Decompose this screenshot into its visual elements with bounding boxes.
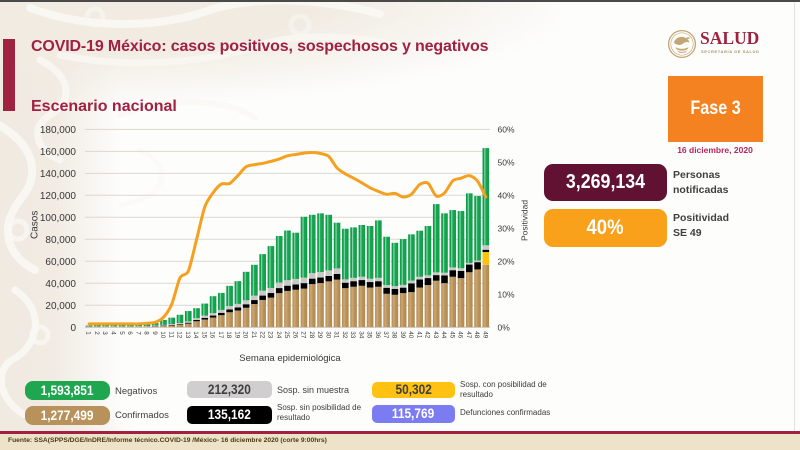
svg-text:1: 1 xyxy=(85,331,92,335)
svg-text:25: 25 xyxy=(283,331,290,339)
svg-text:20: 20 xyxy=(242,331,249,339)
svg-text:16: 16 xyxy=(209,331,216,339)
svg-text:44: 44 xyxy=(440,331,447,339)
svg-text:43: 43 xyxy=(432,331,439,339)
svg-text:30: 30 xyxy=(324,331,331,339)
svg-text:23: 23 xyxy=(267,331,274,339)
svg-text:48: 48 xyxy=(473,331,480,339)
svg-text:49: 49 xyxy=(481,331,488,339)
svg-text:0%: 0% xyxy=(498,322,511,332)
svg-text:100,000: 100,000 xyxy=(40,213,77,224)
svg-text:12: 12 xyxy=(176,331,183,339)
svg-text:5: 5 xyxy=(118,331,125,335)
svg-text:Semana epidemiológica: Semana epidemiológica xyxy=(239,353,341,364)
svg-text:41: 41 xyxy=(415,331,422,339)
svg-text:17: 17 xyxy=(217,331,224,339)
svg-text:47: 47 xyxy=(465,331,472,339)
svg-text:2: 2 xyxy=(93,331,100,335)
svg-text:42: 42 xyxy=(424,331,431,339)
svg-text:13: 13 xyxy=(184,331,191,339)
svg-text:3: 3 xyxy=(101,331,108,335)
svg-text:140,000: 140,000 xyxy=(40,169,77,180)
svg-text:31: 31 xyxy=(333,331,340,339)
svg-text:50%: 50% xyxy=(498,158,515,168)
svg-text:8: 8 xyxy=(143,331,150,335)
svg-text:10%: 10% xyxy=(498,289,515,299)
svg-text:120,000: 120,000 xyxy=(40,191,77,202)
svg-text:24: 24 xyxy=(275,331,282,339)
svg-text:Casos: Casos xyxy=(30,211,41,239)
svg-text:20,000: 20,000 xyxy=(45,301,76,312)
svg-text:45: 45 xyxy=(448,331,455,339)
svg-text:33: 33 xyxy=(349,331,356,339)
svg-text:11: 11 xyxy=(167,331,174,338)
svg-text:22: 22 xyxy=(258,331,265,339)
svg-text:32: 32 xyxy=(341,331,348,339)
svg-text:30%: 30% xyxy=(498,223,515,233)
svg-text:26: 26 xyxy=(291,331,298,339)
svg-text:40%: 40% xyxy=(498,190,515,200)
svg-text:40: 40 xyxy=(407,331,414,339)
svg-text:14: 14 xyxy=(192,331,199,339)
svg-text:10: 10 xyxy=(159,331,166,339)
svg-text:34: 34 xyxy=(357,331,364,339)
svg-text:80,000: 80,000 xyxy=(45,235,76,246)
svg-text:18: 18 xyxy=(225,331,232,339)
svg-text:160,000: 160,000 xyxy=(40,147,77,158)
svg-text:19: 19 xyxy=(234,331,241,339)
svg-text:21: 21 xyxy=(250,331,257,339)
svg-text:Positividad: Positividad xyxy=(520,200,530,241)
svg-text:38: 38 xyxy=(391,331,398,339)
svg-text:37: 37 xyxy=(382,331,389,339)
svg-text:7: 7 xyxy=(134,331,141,335)
svg-text:39: 39 xyxy=(399,331,406,339)
svg-text:29: 29 xyxy=(316,331,323,339)
svg-text:9: 9 xyxy=(151,331,158,335)
svg-text:60%: 60% xyxy=(498,125,515,135)
svg-text:46: 46 xyxy=(457,331,464,339)
svg-text:36: 36 xyxy=(374,331,381,339)
svg-text:0: 0 xyxy=(70,323,76,334)
svg-text:27: 27 xyxy=(300,331,307,339)
svg-text:20%: 20% xyxy=(498,256,515,266)
svg-text:35: 35 xyxy=(366,331,373,339)
svg-text:15: 15 xyxy=(200,331,207,339)
svg-text:180,000: 180,000 xyxy=(40,125,77,136)
svg-text:28: 28 xyxy=(308,331,315,339)
svg-text:40,000: 40,000 xyxy=(45,279,76,290)
svg-text:6: 6 xyxy=(126,331,133,335)
svg-text:60,000: 60,000 xyxy=(45,257,76,268)
svg-text:4: 4 xyxy=(110,331,117,335)
